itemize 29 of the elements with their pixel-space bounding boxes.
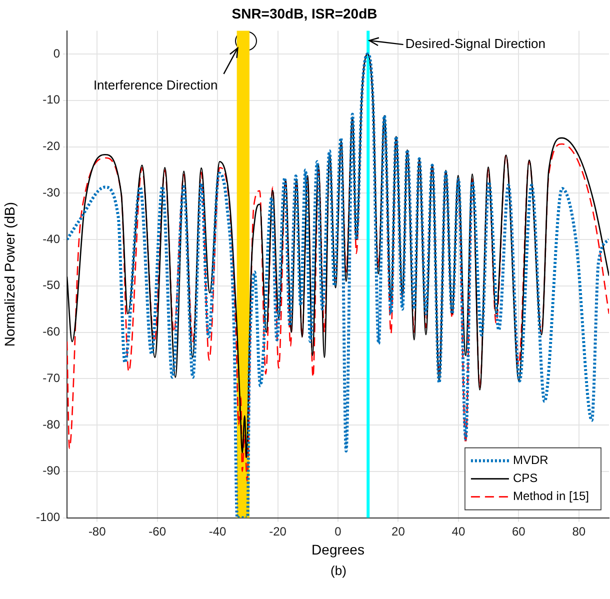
y-tick-label: -50 [42,278,60,292]
y-tick-label: -90 [42,464,60,478]
y-tick-label: -70 [42,370,60,385]
x-tick-label: -80 [88,524,106,538]
y-tick-label: -80 [42,417,60,432]
text: (b) [330,563,348,578]
y-tick-label: -10 [42,92,60,107]
x-axis-title: Degrees [312,541,364,558]
x-tick-label: 40 [452,524,466,538]
x-tick-label: 60 [512,524,526,538]
legend-label: Method in [15] [512,489,590,504]
legend-label: CPS [512,471,538,486]
x-tick-label: -40 [208,524,227,538]
y-tick-label: -30 [42,185,60,200]
x-tick-label: -60 [148,524,166,538]
y-tick-label: -60 [42,324,60,339]
x-tick-label: 20 [392,524,406,538]
y-tick-label: -100 [36,510,60,524]
chart-title: SNR=30dB, ISR=20dB [232,5,378,22]
annotation: Desired-Signal Direction [405,36,546,52]
x-tick-label: -20 [269,524,287,538]
x-tick-label: 0 [334,524,342,538]
legend-label: MVDR [512,453,549,468]
y-axis-title: Normalized Power (dB) [1,202,18,347]
y-tick-label: 0 [53,46,60,60]
y-tick-label: -20 [42,139,60,154]
annotation: Interference Direction [93,78,218,93]
x-tick-label: 80 [572,524,586,538]
y-tick-label: -40 [42,232,60,246]
